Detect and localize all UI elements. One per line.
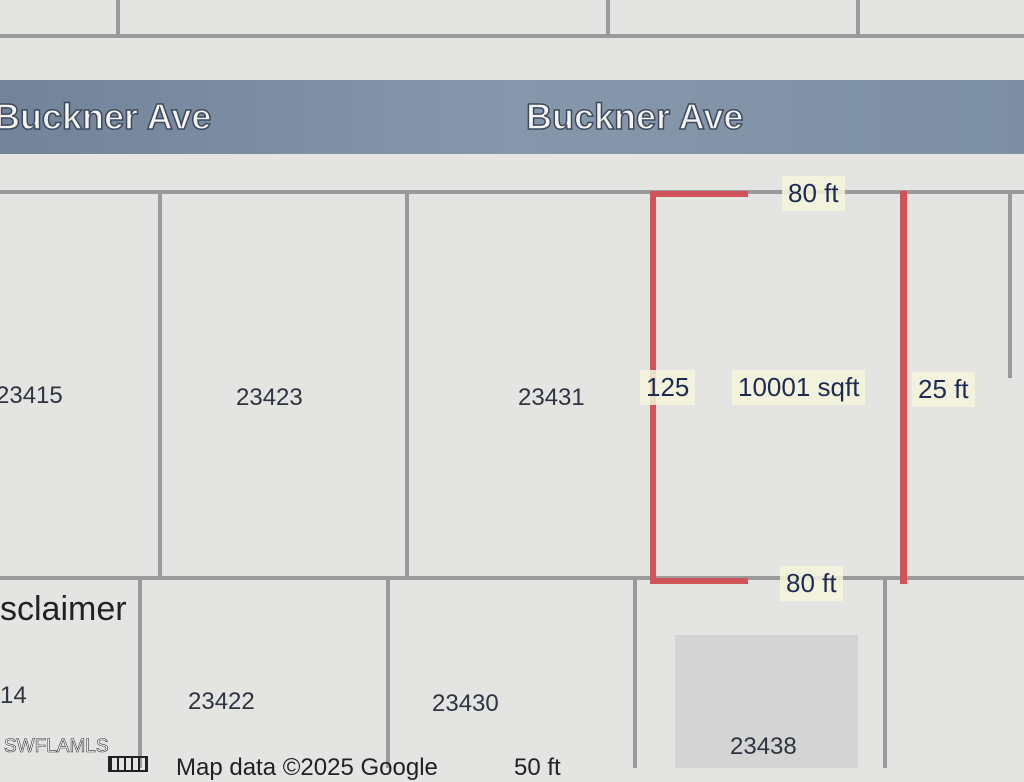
parcel-number[interactable]: 23431 [518, 384, 585, 411]
measure-left: 125 [640, 370, 696, 405]
parcel-number[interactable]: 14 [0, 682, 27, 709]
parcel-number[interactable]: 23438 [730, 733, 797, 760]
building-footprint [675, 635, 858, 768]
parcel-number[interactable]: 23415 [0, 382, 63, 409]
keyboard-icon[interactable] [108, 756, 148, 772]
parcel-number[interactable]: 23423 [236, 384, 303, 411]
measure-top: 80 ft [782, 176, 845, 211]
street-label: Buckner Ave [0, 95, 212, 138]
street-label: Buckner Ave [525, 95, 744, 138]
parcel-number[interactable]: 23430 [432, 690, 499, 717]
disclaimer-label[interactable]: sclaimer [0, 590, 127, 628]
parcel-number[interactable]: 23422 [188, 688, 255, 715]
measure-right: 25 ft [912, 372, 975, 407]
measure-bottom: 80 ft [780, 566, 843, 601]
map-data-attribution: Map data ©2025 Google [176, 754, 438, 781]
street-band [0, 80, 1024, 154]
parcel-area: 10001 sqft [732, 370, 866, 405]
watermark: SWFLAMLS [4, 736, 109, 758]
scale-label[interactable]: 50 ft [514, 754, 561, 781]
